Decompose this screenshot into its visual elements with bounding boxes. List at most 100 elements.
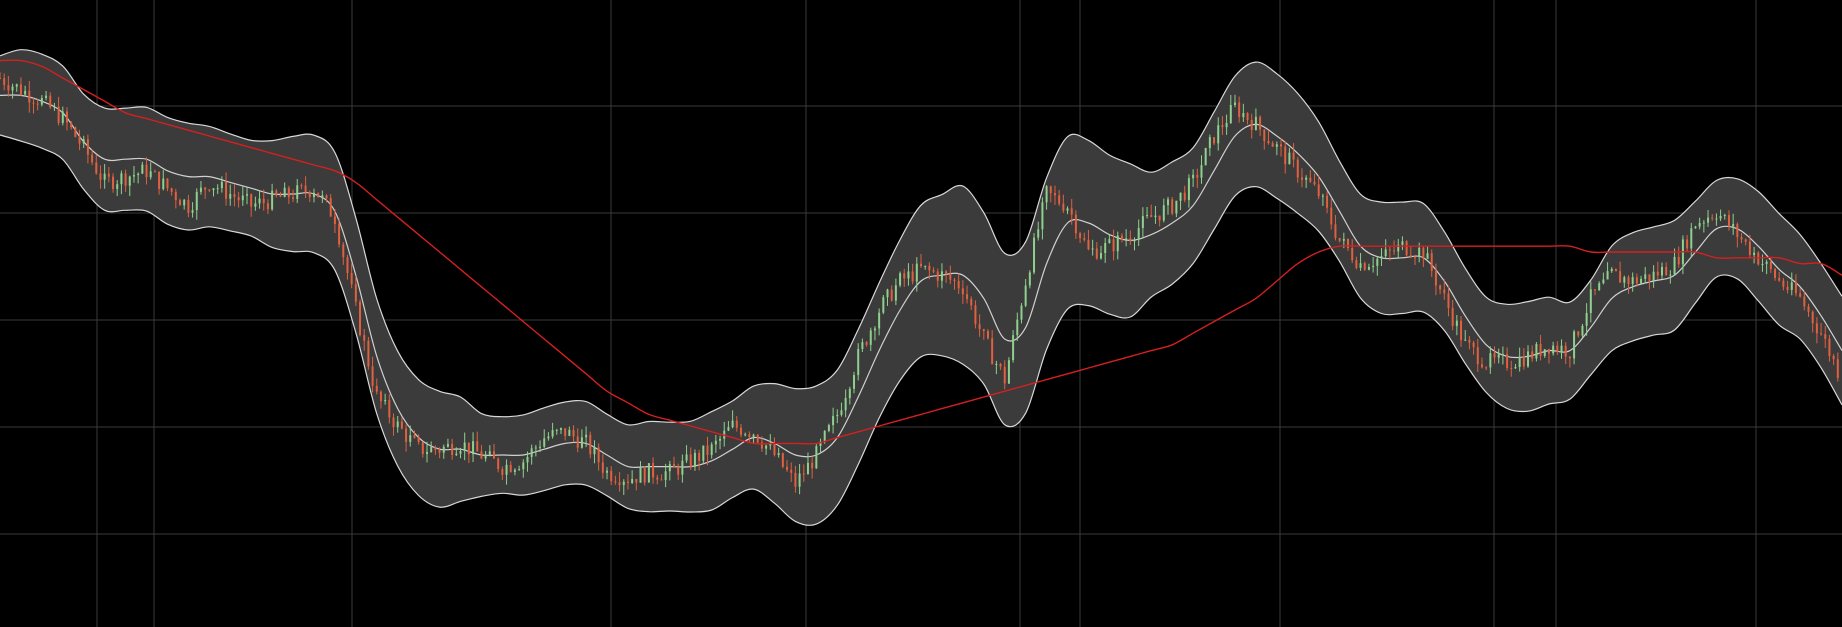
candle-body [760,442,763,449]
candle-body [903,273,906,279]
candle-body [907,271,910,279]
candle-body [786,466,789,470]
candle-body [405,428,408,442]
candle-body [610,470,613,482]
candle-body [124,173,127,186]
candle-body [1836,359,1839,378]
candle-body [928,265,931,271]
candle-body [1434,270,1437,286]
candle-body [212,188,215,191]
candle-body [32,102,35,104]
candle-body [292,197,295,199]
candle-body [82,139,85,144]
candle-body [438,449,441,453]
candle-body [1150,214,1153,218]
candle-body [1104,242,1107,254]
candle-body [187,199,190,213]
candle-body [195,191,198,211]
candle-body [1598,283,1601,291]
candle-body [254,203,257,207]
candle-body [832,416,835,426]
candle-body [572,429,575,437]
candle-body [1146,214,1149,217]
candle-body [1447,293,1450,309]
candle-body [1024,285,1027,306]
candle-body [534,447,537,449]
candle-body [53,106,56,108]
candle-body [1367,267,1370,270]
candle-body [1531,351,1534,359]
candle-body [1761,263,1764,265]
candle-body [564,428,567,436]
candle-body [1493,353,1496,358]
candle-body [551,430,554,437]
candle-body [526,456,529,463]
candle-body [271,190,274,210]
candle-body [1116,235,1119,252]
candle-body [882,297,885,313]
candle-body [1187,178,1190,201]
candle-body [421,441,424,454]
candle-body [446,443,449,447]
candle-body [1393,250,1396,252]
candle-body [1342,238,1345,241]
candle-body [1074,214,1077,234]
candle-body [1049,186,1052,194]
candle-body [1305,177,1308,180]
candle-body [1058,195,1061,204]
candle-body [158,171,161,190]
candle-body [1267,141,1270,144]
candle-body [861,342,864,349]
candle-body [1711,217,1714,219]
candle-body [656,477,659,480]
candle-body [1259,116,1262,130]
candle-body [606,470,609,473]
candle-body [811,462,814,469]
candle-body [1141,216,1144,229]
candle-body [873,328,876,331]
candle-body [652,463,655,478]
candle-body [999,363,1002,367]
candle-body [430,447,433,453]
candle-body [756,434,759,443]
candle-body [714,440,717,445]
candle-body [1497,354,1500,358]
candle-body [1246,113,1249,120]
candle-body [363,335,366,341]
candle-body [467,442,470,455]
candle-body [1594,289,1597,291]
candle-body [1401,241,1404,245]
candle-body [1397,244,1400,252]
series-lines [0,59,1842,445]
candle-body [1648,274,1651,281]
candle-body [924,265,927,267]
candle-body [1229,105,1232,124]
band-fill [0,49,1842,526]
candle-body [1472,342,1475,348]
candle-body [1238,102,1241,118]
candle-body [618,482,621,486]
candle-body [1242,113,1245,118]
candle-body [752,434,755,437]
candle-body [559,428,562,430]
candle-body [1326,195,1329,208]
candle-body [1522,356,1525,367]
candle-body [384,400,387,402]
candle-body [1154,215,1157,218]
candle-body [1602,279,1605,284]
candle-body [1740,237,1743,240]
candle-body [664,471,667,480]
candle-body [765,445,768,449]
candle-body [1083,238,1086,240]
candle-body [166,178,169,189]
candle-body [1313,181,1316,185]
candle-body [1384,249,1387,257]
candle-body [953,279,956,281]
candle-body [1686,239,1689,249]
candle-body [149,171,152,178]
candle-body [400,421,403,429]
candle-body [1066,208,1069,211]
candle-body [853,375,856,389]
bollinger-band [0,49,1842,526]
